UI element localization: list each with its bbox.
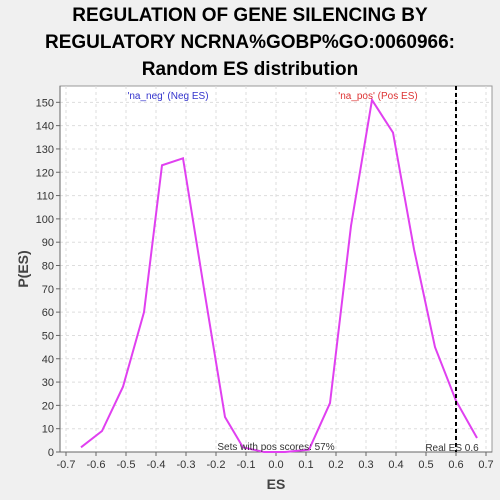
y-tick-label: 80	[42, 261, 54, 273]
x-tick-label: -0.3	[177, 459, 196, 471]
x-tick-label: -0.4	[147, 459, 166, 471]
chart-title-line-2: REGULATORY NCRNA%GOBP%GO:0060966:	[44, 32, 455, 53]
x-tick-label: -0.1	[237, 459, 256, 471]
tick-labels: -0.7 -0.6 -0.5 -0.4 -0.3 -0.2 -0.1 0.0 0.1 0.2 0.3…	[36, 97, 494, 471]
x-tick-label: -0.6	[87, 459, 106, 471]
y-tick-label: 90	[42, 237, 54, 249]
y-tick-label: 150	[36, 97, 54, 109]
y-tick-label: 0	[48, 447, 54, 459]
x-tick-label: 0.1	[298, 459, 313, 471]
chart-title-line-1: REGULATION OF GENE SILENCING BY	[72, 5, 428, 26]
y-tick-label: 10	[42, 424, 54, 436]
x-tick-label: 0.3	[358, 459, 373, 471]
y-tick-label: 120	[36, 167, 54, 179]
x-tick-label: 0.4	[388, 459, 403, 471]
real-es-label: Real ES 0.6	[425, 443, 479, 454]
x-tick-label: 0.6	[448, 459, 463, 471]
x-tick-label: -0.5	[117, 459, 136, 471]
chart-title: REGULATION OF GENE SILENCING BY REGULATO…	[0, 2, 500, 83]
series-line	[80, 97, 478, 453]
y-tick-label: 110	[36, 191, 54, 203]
chart-title-line-3: Random ES distribution	[141, 59, 359, 80]
y-tick-label: 140	[36, 121, 54, 133]
pos-es-annotation: 'na_pos' (Pos ES)	[338, 91, 417, 102]
y-tick-label: 100	[36, 214, 54, 226]
neg-es-annotation: 'na_neg' (Neg ES)	[127, 91, 208, 102]
y-tick-label: 60	[42, 307, 54, 319]
y-tick-label: 40	[42, 354, 54, 366]
x-tick-label: -0.2	[207, 459, 226, 471]
x-tick-label: -0.7	[57, 459, 76, 471]
pos-scores-annotation: Sets with pos scores: 57%	[217, 442, 334, 453]
x-tick-label: 0.5	[418, 459, 433, 471]
y-tick-label: 30	[42, 377, 54, 389]
y-tick-label: 130	[36, 144, 54, 156]
x-tick-label: 0.2	[328, 459, 343, 471]
grid-lines	[60, 86, 492, 453]
x-tick-label: 0.0	[268, 459, 283, 471]
x-tick-label: 0.7	[478, 459, 493, 471]
y-tick-label: 50	[42, 330, 54, 342]
y-axis-label: P(ES)	[15, 250, 31, 287]
y-tick-label: 70	[42, 284, 54, 296]
y-tick-label: 20	[42, 400, 54, 412]
x-axis-label: ES	[267, 476, 286, 492]
